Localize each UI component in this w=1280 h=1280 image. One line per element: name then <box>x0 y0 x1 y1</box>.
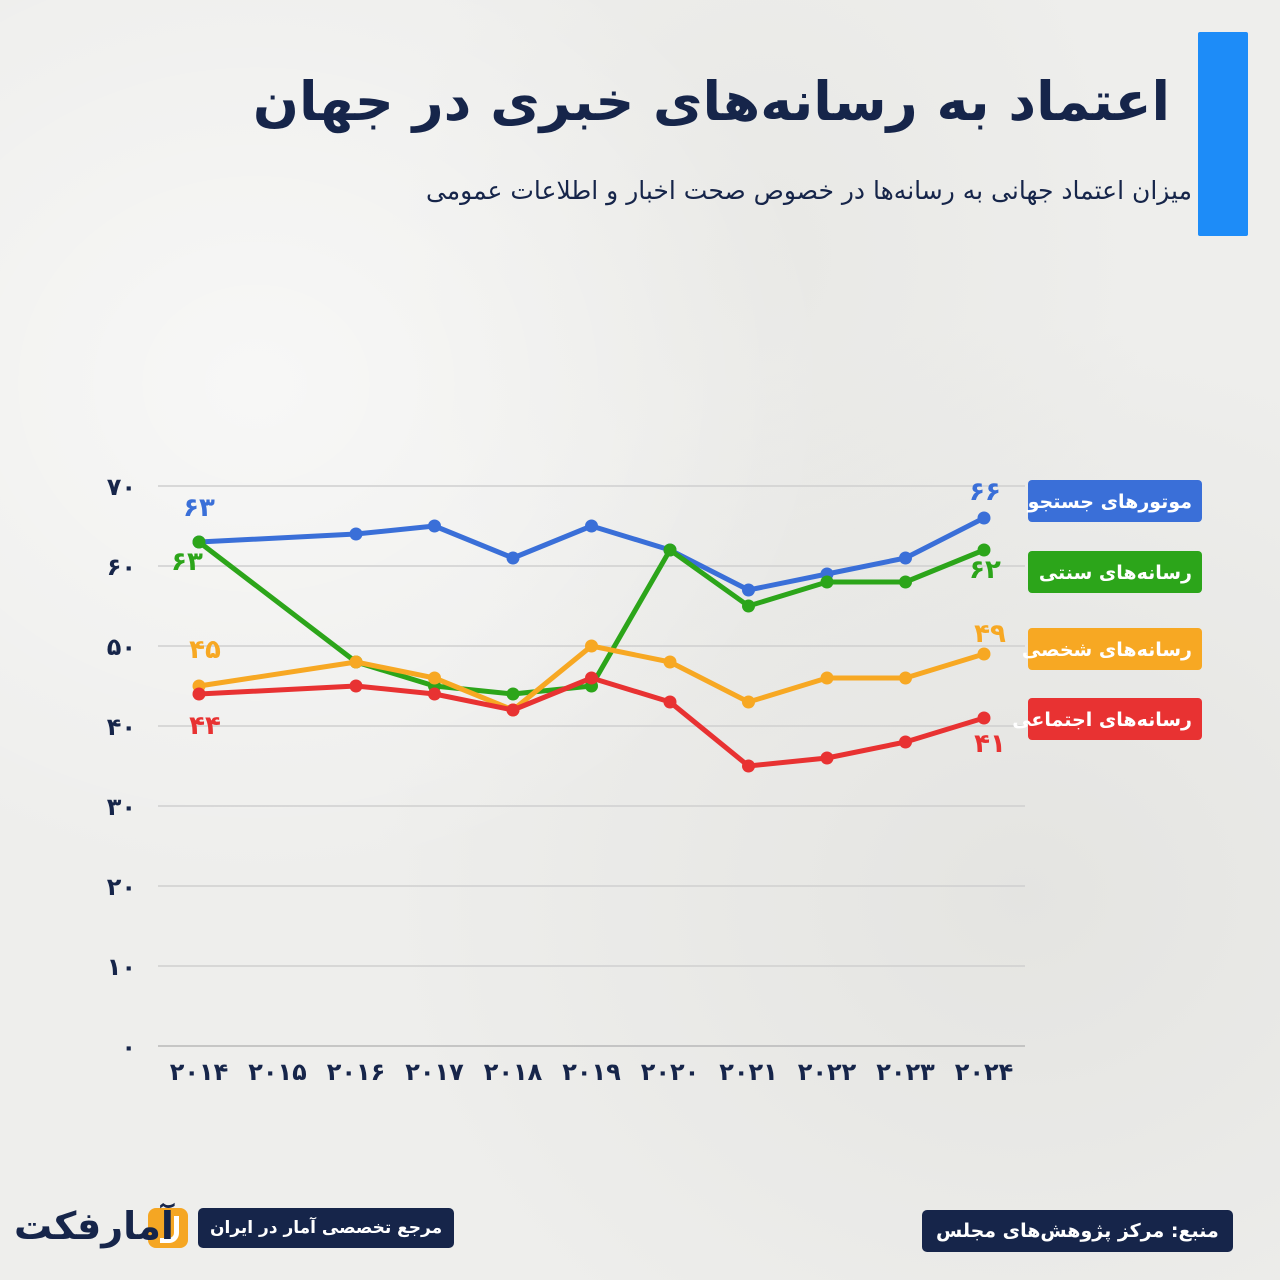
series-line <box>196 675 987 769</box>
legend-swatch <box>1028 698 1202 740</box>
data-point <box>192 535 206 549</box>
y-tick-label: ۳۰ <box>107 793 136 821</box>
data-point <box>585 671 598 685</box>
data-point <box>349 655 363 669</box>
y-tick-label: ۵۰ <box>107 633 136 661</box>
x-tick-label: ۲۰۱۴ <box>170 1058 229 1086</box>
series-line <box>196 539 987 697</box>
data-point <box>977 511 991 525</box>
end-value-label: ۶۶ <box>969 477 1001 507</box>
legend-label: رسانه‌های شخصی <box>1022 639 1192 661</box>
data-point <box>663 655 677 669</box>
data-point <box>742 759 755 773</box>
start-value-label: ۶۳ <box>171 547 203 577</box>
data-point <box>663 543 677 557</box>
x-tick-label: ۲۰۱۶ <box>327 1058 386 1086</box>
data-point <box>742 583 755 597</box>
x-tick-label: ۲۰۲۳ <box>876 1058 935 1086</box>
x-tick-label: ۲۰۱۵ <box>248 1058 307 1086</box>
accent-bar <box>1198 32 1248 236</box>
series-line <box>196 515 987 593</box>
x-tick-label: ۲۰۲۱ <box>719 1058 778 1086</box>
end-value-label: ۴۹ <box>974 619 1006 649</box>
x-tick-label: ۲۰۱۹ <box>562 1058 621 1086</box>
x-tick-label: ۲۰۲۲ <box>798 1058 857 1086</box>
data-point <box>742 695 755 709</box>
data-point <box>192 687 206 701</box>
data-point <box>349 527 363 541</box>
x-tick-label: ۲۰۱۸ <box>484 1058 543 1086</box>
y-tick-label: ۱۰ <box>107 953 136 981</box>
source-badge: منبع: مرکز پژوهش‌های مجلس <box>922 1210 1233 1252</box>
data-point <box>506 703 520 717</box>
legend-label: رسانه‌های اجتماعی <box>1012 709 1192 731</box>
data-point <box>820 751 834 765</box>
data-point <box>506 551 520 565</box>
data-point <box>506 687 520 701</box>
x-tick-label: ۲۰۲۴ <box>955 1058 1014 1086</box>
data-point <box>899 735 912 749</box>
logo-text: آمارفکت <box>14 1204 174 1248</box>
x-tick-label: ۲۰۲۰ <box>641 1058 700 1086</box>
data-point <box>899 671 912 685</box>
y-tick-label: ۲۰ <box>107 873 136 901</box>
data-point <box>899 575 912 589</box>
data-point <box>977 543 991 557</box>
start-value-label: ۴۴ <box>189 711 221 741</box>
y-tick-label: ۴۰ <box>107 713 136 741</box>
data-point <box>585 519 598 533</box>
y-tick-label: ۷۰ <box>107 473 136 501</box>
x-tick-label: ۲۰۱۷ <box>405 1058 464 1086</box>
data-point <box>899 551 912 565</box>
series-line <box>196 643 987 713</box>
data-point <box>585 639 598 653</box>
legend-swatch <box>1028 480 1202 522</box>
start-value-label: ۴۵ <box>189 635 221 665</box>
chart-title: اعتماد به رسانه‌های خبری در جهان <box>252 70 1170 133</box>
data-point <box>977 647 991 661</box>
legend-swatch <box>1028 628 1202 670</box>
y-tick-label: ۰ <box>121 1033 136 1061</box>
y-tick-label: ۶۰ <box>107 553 136 581</box>
data-point <box>428 687 441 701</box>
end-value-label: ۶۲ <box>969 555 1001 585</box>
data-point <box>428 671 441 685</box>
data-point <box>820 671 834 685</box>
chart-subtitle: میزان اعتماد جهانی به رسانه‌ها در خصوص ص… <box>425 176 1192 205</box>
end-value-label: ۴۱ <box>974 729 1006 759</box>
data-point <box>977 711 991 725</box>
legend-label: رسانه‌های سنتی <box>1039 562 1192 584</box>
data-point <box>349 679 363 693</box>
data-point <box>742 599 755 613</box>
data-point <box>428 519 441 533</box>
data-point <box>820 575 834 589</box>
start-value-label: ۶۳ <box>183 493 215 523</box>
data-point <box>663 695 677 709</box>
legend-swatch <box>1028 551 1202 593</box>
legend-label: موتورهای جستجو <box>1027 491 1192 513</box>
logo-icon <box>148 1208 188 1248</box>
reference-badge: مرجع تخصصی آمار در ایران <box>198 1208 455 1248</box>
